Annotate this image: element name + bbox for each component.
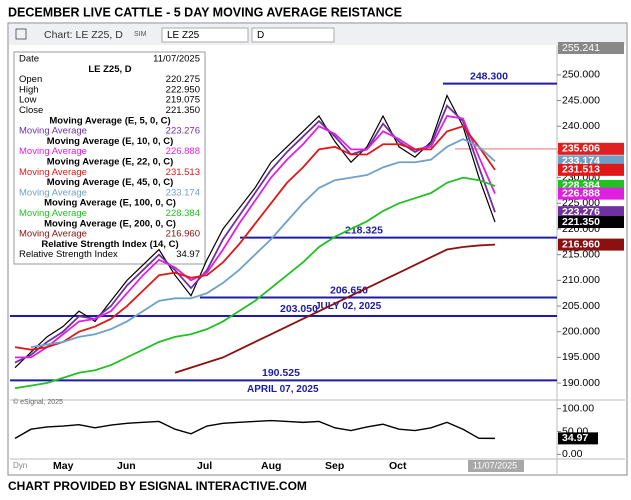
series-line bbox=[14, 176, 496, 390]
info-heading: Moving Average (E, 100, 0, C) bbox=[44, 198, 176, 209]
series-line bbox=[14, 93, 496, 369]
level-label: 248.300 bbox=[470, 70, 508, 82]
y-tick-label: 195.000 bbox=[562, 351, 600, 363]
rsi-tag-label: 34.97 bbox=[562, 432, 588, 444]
footer: CHART PROVIDED BY ESIGNAL INTERACTIVE.CO… bbox=[8, 479, 307, 493]
info-heading: Relative Strength Index (14, C) bbox=[41, 239, 178, 250]
x-tick-label: Oct bbox=[389, 460, 407, 472]
info-value: 11/07/2025 bbox=[153, 54, 200, 65]
info-label: Moving Average bbox=[19, 146, 87, 157]
marker-tag bbox=[558, 142, 624, 155]
toolbar-chart: Chart: LE Z25, D bbox=[44, 29, 123, 41]
axis-top-tag bbox=[558, 42, 624, 54]
y-tick-label: 190.000 bbox=[562, 377, 600, 389]
info-value: 219.075 bbox=[166, 95, 200, 106]
info-label: Moving Average bbox=[19, 126, 87, 137]
info-label: Moving Average bbox=[19, 167, 87, 178]
x-tick-label: Jun bbox=[117, 460, 136, 472]
y-tick-label: 205.000 bbox=[562, 300, 600, 312]
last-value-label: 226.888 bbox=[562, 187, 600, 199]
info-value: 222.950 bbox=[166, 84, 200, 95]
last-value-label: 216.960 bbox=[562, 238, 600, 250]
info-heading: Moving Average (E, 22, 0, C) bbox=[47, 157, 174, 168]
date-tag bbox=[468, 460, 524, 472]
info-label: Relative Strength Index bbox=[19, 249, 118, 260]
toolbar-icon bbox=[15, 28, 27, 40]
level-note: JULY 02, 2025 bbox=[315, 301, 382, 312]
y-tick-label: 200.000 bbox=[562, 325, 600, 337]
x-tick-label: 11/07/2025 bbox=[473, 460, 517, 470]
last-value-tag bbox=[558, 187, 624, 200]
toolbar-sim: SIM bbox=[134, 31, 147, 38]
x-tick-label: Jul bbox=[197, 460, 212, 472]
series-line bbox=[30, 138, 496, 348]
last-value-tag bbox=[558, 216, 624, 229]
dyn-label: Dyn bbox=[13, 461, 27, 470]
axis-top-label: 255.241 bbox=[562, 42, 600, 54]
toolbar-symbol[interactable]: LE Z25 bbox=[167, 30, 200, 41]
marker-tag-label: 235.606 bbox=[562, 143, 600, 155]
info-value: 233.174 bbox=[166, 187, 200, 198]
series-line bbox=[174, 243, 496, 374]
last-value-tag bbox=[558, 206, 624, 219]
info-value: 34.97 bbox=[176, 249, 200, 260]
x-tick-label: May bbox=[53, 460, 74, 472]
y-tick-label: 0.00 bbox=[562, 448, 583, 460]
rsi-tag bbox=[558, 432, 598, 445]
info-heading: Moving Average (E, 5, 0, C) bbox=[49, 115, 170, 126]
x-tick-label: Aug bbox=[261, 460, 281, 472]
toolbar-interval[interactable]: D bbox=[257, 30, 264, 41]
level-label: 203.050 bbox=[280, 303, 318, 315]
page-title: DECEMBER LIVE CATTLE - 5 DAY MOVING AVER… bbox=[8, 5, 402, 19]
info-label: Moving Average bbox=[19, 229, 87, 240]
y-tick-label: 225.000 bbox=[562, 197, 600, 209]
level-label: 190.525 bbox=[262, 367, 300, 379]
series-line bbox=[14, 419, 496, 440]
y-tick-label: 210.000 bbox=[562, 274, 600, 286]
y-tick-label: 245.000 bbox=[562, 94, 600, 106]
interval-box[interactable] bbox=[251, 27, 335, 43]
symbol-box[interactable] bbox=[161, 27, 249, 43]
info-value: 220.275 bbox=[166, 74, 200, 85]
info-value: 226.888 bbox=[166, 146, 200, 157]
info-heading: LE Z25, D bbox=[88, 64, 131, 75]
y-tick-label: 100.00 bbox=[562, 402, 594, 414]
copyright: © eSignal, 2025 bbox=[13, 398, 63, 406]
last-value-label: 223.276 bbox=[562, 206, 600, 218]
info-label: Close bbox=[19, 105, 43, 116]
level-note: APRIL 07, 2025 bbox=[247, 384, 319, 395]
info-label: Moving Average bbox=[19, 208, 87, 219]
info-label: Moving Average bbox=[19, 187, 87, 198]
y-tick-label: 215.000 bbox=[562, 248, 600, 260]
series-line bbox=[14, 125, 496, 351]
x-tick-label: Sep bbox=[325, 460, 344, 472]
last-value-label: 221.350 bbox=[562, 216, 600, 228]
info-value: 228.384 bbox=[166, 208, 200, 219]
info-heading: Moving Average (E, 10, 0, C) bbox=[47, 136, 174, 147]
info-label: High bbox=[19, 84, 39, 95]
last-value-tag bbox=[558, 238, 624, 251]
info-value: 216.960 bbox=[166, 229, 200, 240]
info-heading: Moving Average (E, 200, 0, C) bbox=[44, 218, 176, 229]
info-value: 223.276 bbox=[166, 126, 200, 137]
info-heading: Moving Average (E, 45, 0, C) bbox=[47, 177, 174, 188]
level-label: 218.325 bbox=[345, 224, 383, 236]
info-panel bbox=[13, 51, 206, 265]
info-value: 221.350 bbox=[166, 105, 200, 116]
info-value: 231.513 bbox=[166, 167, 200, 178]
info-label: Low bbox=[19, 95, 37, 106]
y-tick-label: 240.000 bbox=[562, 120, 600, 132]
level-label: 206.650 bbox=[330, 284, 368, 296]
info-label: Date bbox=[19, 54, 39, 65]
last-value-label: 231.513 bbox=[562, 164, 600, 176]
info-label: Open bbox=[19, 74, 42, 85]
last-value-tag bbox=[558, 163, 624, 176]
y-tick-label: 250.000 bbox=[562, 69, 600, 81]
